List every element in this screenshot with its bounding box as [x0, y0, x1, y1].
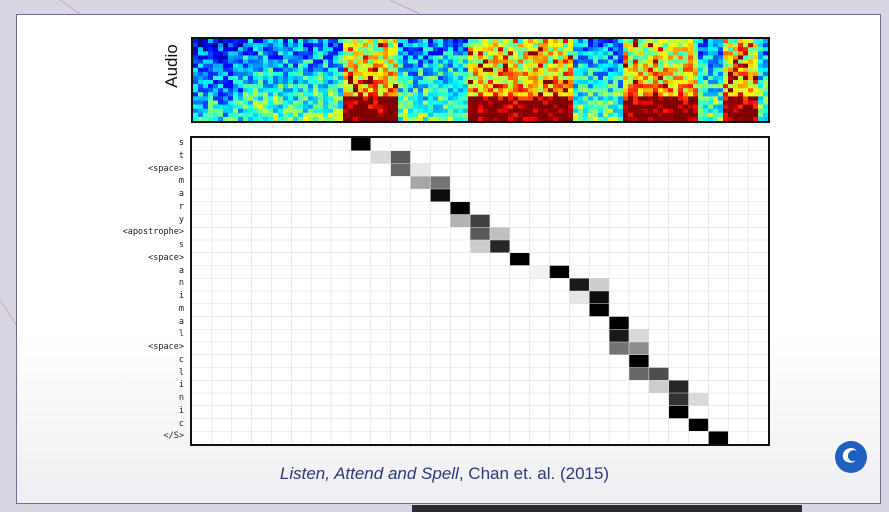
attention-cell	[668, 380, 689, 393]
attention-cell	[390, 150, 411, 164]
row-label: s	[178, 138, 184, 148]
citation-title: Listen, Attend and Spell	[279, 464, 459, 483]
attention-cell	[648, 380, 669, 393]
row-label: a	[178, 189, 184, 199]
attention-cell	[410, 176, 431, 189]
attention-cell	[390, 163, 411, 177]
row-label: m	[178, 176, 184, 187]
attention-cell	[609, 316, 629, 330]
attention-cell	[589, 303, 610, 317]
attention-cell	[370, 150, 391, 164]
attention-cell	[470, 240, 490, 253]
attention-cell	[489, 240, 510, 253]
attention-cell	[410, 163, 431, 177]
attention-cell	[529, 265, 550, 279]
attention-cell	[450, 214, 471, 228]
row-label: l	[178, 367, 184, 378]
attention-cell	[708, 431, 729, 444]
row-label: </S>	[163, 431, 184, 442]
row-label: m	[178, 303, 184, 314]
row-label: i	[178, 291, 184, 301]
attention-cell	[628, 342, 649, 355]
row-label: c	[178, 354, 184, 365]
attention-cell	[628, 367, 649, 381]
attention-cell	[350, 138, 371, 151]
attention-matrix	[190, 136, 770, 446]
attention-cell	[430, 176, 451, 189]
attention-cell	[509, 252, 530, 266]
attention-cell	[668, 393, 689, 406]
row-label: i	[178, 405, 184, 416]
attention-cell	[430, 189, 451, 202]
attention-cell	[470, 214, 490, 228]
row-label: t	[178, 150, 184, 161]
attention-cell	[688, 393, 709, 406]
audio-axis-label: Audio	[162, 44, 181, 88]
attention-cell	[450, 201, 471, 215]
row-label: a	[178, 316, 184, 327]
attention-cell	[489, 227, 510, 240]
row-label: a	[178, 265, 184, 276]
attention-cell	[628, 329, 649, 342]
citation: Listen, Attend and Spell, Chan et. al. (…	[0, 464, 889, 484]
attention-cell	[569, 278, 590, 291]
row-label: <space>	[148, 342, 184, 352]
row-label: i	[178, 380, 184, 391]
attention-cell	[648, 367, 669, 381]
attention-cell	[628, 354, 649, 368]
row-label: s	[178, 240, 184, 250]
attention-cell	[609, 342, 629, 355]
attention-cell	[470, 227, 490, 240]
attention-cell	[589, 291, 610, 304]
attention-cell	[688, 418, 709, 432]
row-label: n	[178, 393, 184, 403]
row-label: l	[178, 329, 184, 340]
row-labels: s t <space> m a r y <apostrophe> s <space> a n i m a l <…	[96, 137, 184, 445]
attention-cell	[569, 291, 590, 304]
row-label: c	[178, 418, 184, 429]
row-label: n	[178, 278, 184, 289]
row-label: <space>	[148, 252, 184, 263]
attention-cell	[589, 278, 610, 291]
row-label: r	[178, 201, 184, 212]
attention-cell	[549, 265, 570, 279]
row-label: <apostrophe>	[122, 227, 184, 238]
row-label: y	[178, 214, 184, 225]
audio-spectrogram	[191, 37, 770, 123]
attention-cell	[609, 329, 629, 342]
citation-authors: , Chan et. al. (2015)	[458, 464, 610, 483]
row-label: <space>	[148, 163, 184, 174]
video-control-bar	[412, 505, 802, 512]
attention-cell	[668, 405, 689, 419]
deepmind-logo-icon	[835, 441, 867, 473]
